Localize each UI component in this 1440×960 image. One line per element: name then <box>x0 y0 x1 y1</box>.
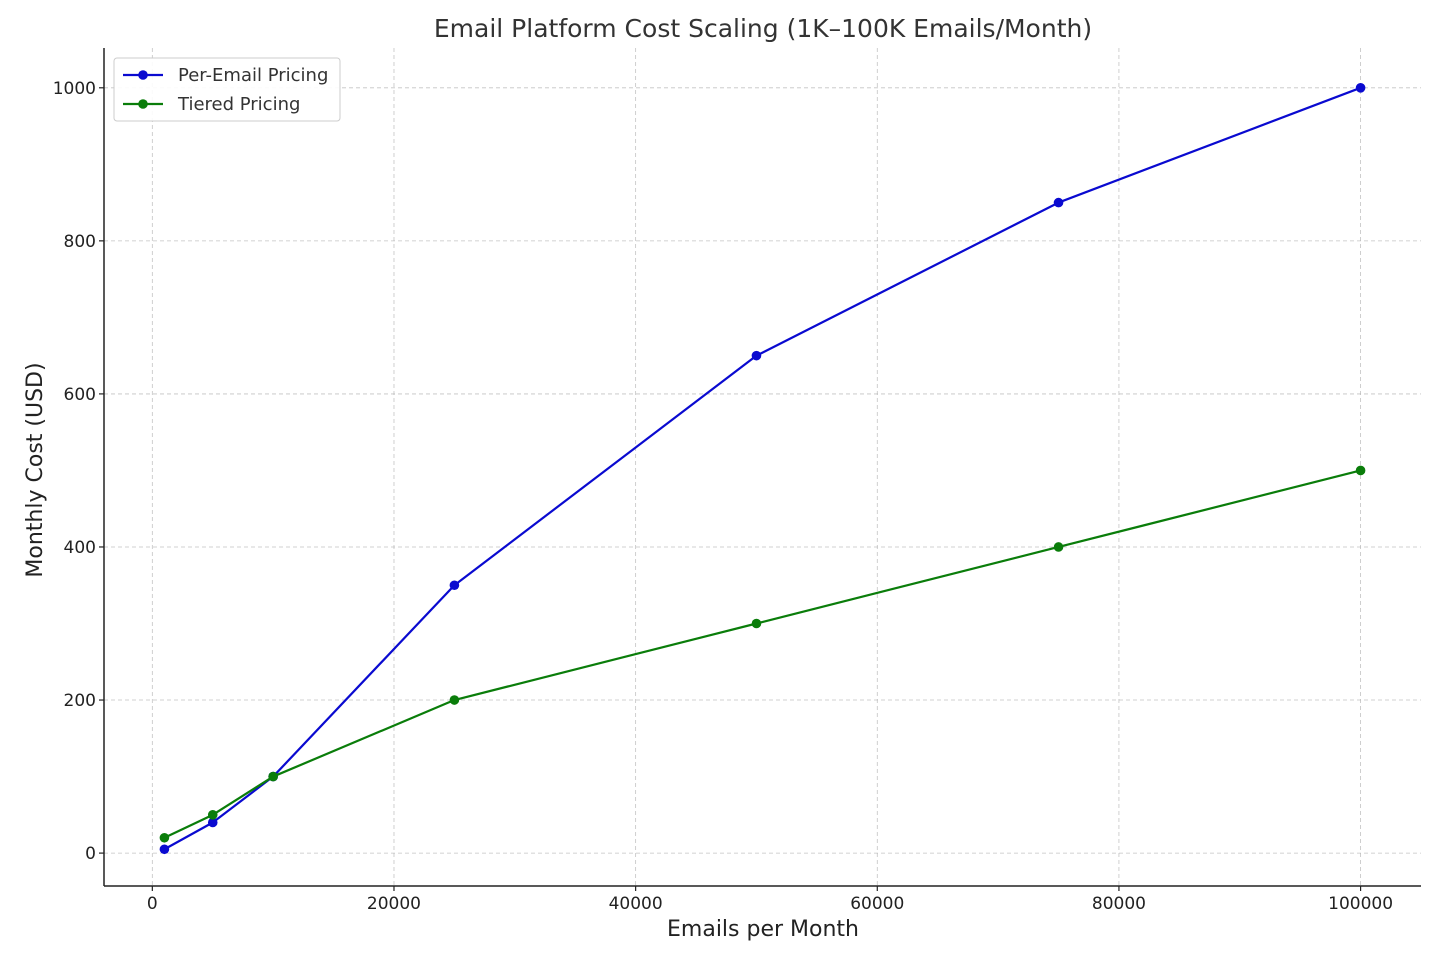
data-point <box>159 844 170 855</box>
data-point <box>1355 82 1366 93</box>
series-1 <box>159 82 1366 855</box>
data-point <box>207 810 218 820</box>
legend-label: Per-Email Pricing <box>178 65 328 86</box>
legend-swatch-marker <box>138 99 148 109</box>
data-point <box>751 618 762 629</box>
x-tick-label: 20000 <box>367 894 421 914</box>
legend-box <box>113 57 341 122</box>
data-point <box>449 580 460 591</box>
y-tick-label: 1000 <box>53 79 96 99</box>
legend: Per-Email Pricing Tiered Pricing <box>113 57 341 122</box>
data-point <box>1053 197 1064 208</box>
x-tick-label: 60000 <box>850 894 904 914</box>
series-layer <box>159 82 1366 855</box>
data-point <box>207 817 218 828</box>
y-tick-label: 400 <box>64 538 96 558</box>
y-tick-label: 0 <box>85 844 96 864</box>
data-point <box>268 771 278 782</box>
x-tick-label: 40000 <box>609 894 663 914</box>
x-tick-label: 100000 <box>1328 894 1393 914</box>
series-2 <box>159 465 1366 843</box>
x-axis-label: Emails per Month <box>667 917 859 942</box>
y-axis-label: Monthly Cost (USD) <box>23 362 48 577</box>
legend-label: Tiered Pricing <box>177 94 300 115</box>
y-tick-label: 600 <box>64 385 96 405</box>
legend-swatch-marker <box>138 70 148 80</box>
axes: 0 20000 40000 60000 80000 100000 0 200 400 600 800… <box>53 48 1421 914</box>
legend-item: Tiered Pricing <box>123 94 300 115</box>
x-tick-label: 80000 <box>1092 894 1146 914</box>
series-line <box>163 86 1361 851</box>
grid <box>104 48 1421 886</box>
y-tick-label: 800 <box>64 232 96 252</box>
data-point <box>449 695 460 705</box>
y-tick-label: 200 <box>64 691 96 711</box>
legend-item: Per-Email Pricing <box>123 65 328 86</box>
data-point <box>1355 465 1366 476</box>
series-line <box>163 469 1361 839</box>
x-tick-label: 0 <box>147 894 158 914</box>
chart-title: Email Platform Cost Scaling (1K–100K Ema… <box>434 14 1092 43</box>
data-point <box>1053 542 1064 552</box>
data-point <box>159 832 170 843</box>
data-point <box>751 350 762 361</box>
